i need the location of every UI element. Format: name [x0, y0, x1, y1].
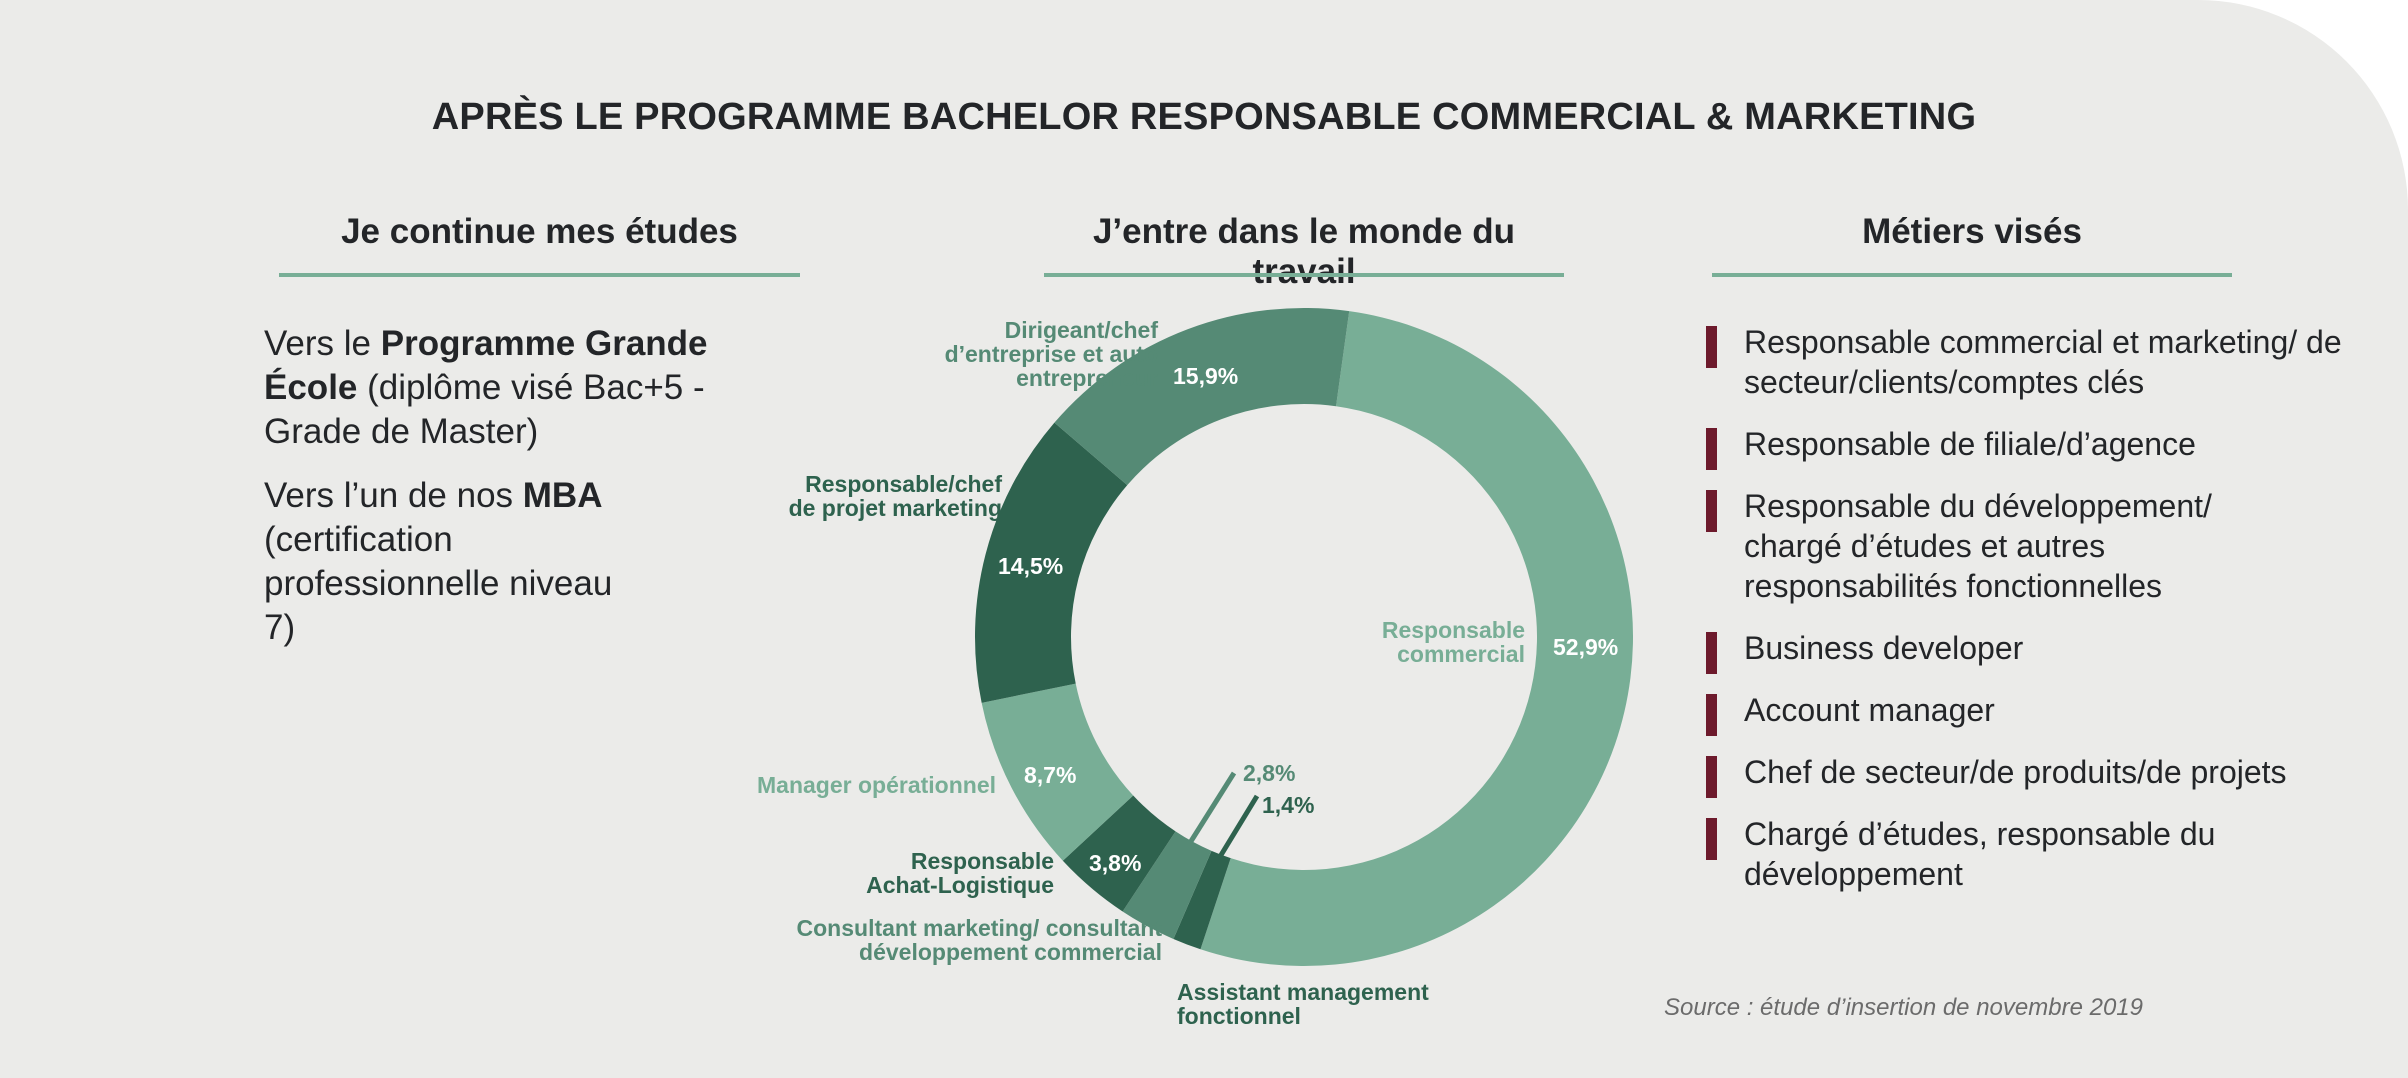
studies-column-title: Je continue mes études [341, 212, 738, 251]
page-title: APRÈS LE PROGRAMME BACHELOR RESPONSABLE … [431, 96, 1977, 138]
studies-option-mba: Vers l’un de nos MBA (certification prof… [264, 476, 613, 647]
jobs-column-title: Métiers visés [1862, 212, 2082, 251]
donut-slice [1122, 831, 1212, 939]
studies-options: Vers le Programme Grande École (diplôme … [264, 322, 784, 670]
job-item: Responsable de filiale/d’agence [1706, 424, 2396, 470]
value-dirigeant: 15,9% [1173, 363, 1239, 389]
studies-title-underline [279, 273, 800, 277]
bullet-bar-icon [1706, 818, 1717, 860]
value-assistant-management: 1,4% [1262, 792, 1315, 818]
studies-option-pge: Vers le Programme Grande École (diplôme … [264, 324, 708, 451]
label-chef-projet-marketing: Responsable/chef de projet marketing [788, 471, 1002, 521]
donut-slice [1054, 308, 1350, 486]
value-manager-operationnel: 8,7% [1024, 762, 1077, 788]
label-dirigeant: Dirigeant/chef d’entreprise et auto entr… [944, 317, 1158, 391]
job-item: Responsable du développement/ chargé d’é… [1706, 486, 2304, 606]
label-responsable-commercial: Responsable commercial [1381, 617, 1525, 667]
label-manager-operationnel: Manager opérationnel [757, 772, 996, 798]
work-column-title: J’entre dans le monde du travail [1092, 212, 1516, 291]
job-item: Business developer [1706, 628, 2396, 674]
value-chef-projet-marketing: 14,5% [998, 553, 1064, 579]
donut-slice [1062, 795, 1176, 912]
bullet-bar-icon [1706, 428, 1717, 470]
label-consultant: Consultant marketing/ consultant dévelop… [796, 915, 1162, 965]
label-assistant-management: Assistant management fonctionnel [1177, 979, 1429, 1029]
donut-slice [975, 422, 1128, 703]
jobs-title-underline [1712, 273, 2232, 277]
source-note: Source : étude d’insertion de novembre 2… [1664, 994, 2143, 1021]
donut-slice [1173, 850, 1231, 950]
jobs-list: Responsable commercial et marketing/ de … [1706, 322, 2396, 916]
job-item: Account manager [1706, 690, 2396, 736]
work-title-underline [1044, 273, 1564, 277]
bullet-bar-icon [1706, 694, 1717, 736]
donut-slice [981, 683, 1134, 861]
bullet-bar-icon [1706, 490, 1717, 532]
donut-slices [975, 308, 1633, 966]
donut-slice [1200, 311, 1633, 966]
leader-line-2-8 [1185, 771, 1237, 848]
job-item: Responsable commercial et marketing/ de … [1706, 322, 2396, 402]
leader-line-1-4 [1215, 794, 1260, 862]
bullet-bar-icon [1706, 756, 1717, 798]
value-responsable-commercial: 52,9% [1553, 634, 1619, 660]
job-item: Chef de secteur/de produits/de projets [1706, 752, 2396, 798]
job-item: Chargé d’études, responsable du développ… [1706, 814, 2304, 894]
value-achat-logistique: 3,8% [1089, 850, 1142, 876]
bullet-bar-icon [1706, 632, 1717, 674]
value-consultant: 2,8% [1243, 760, 1296, 786]
label-achat-logistique: Responsable Achat-Logistique [866, 848, 1054, 898]
bullet-bar-icon [1706, 326, 1717, 368]
